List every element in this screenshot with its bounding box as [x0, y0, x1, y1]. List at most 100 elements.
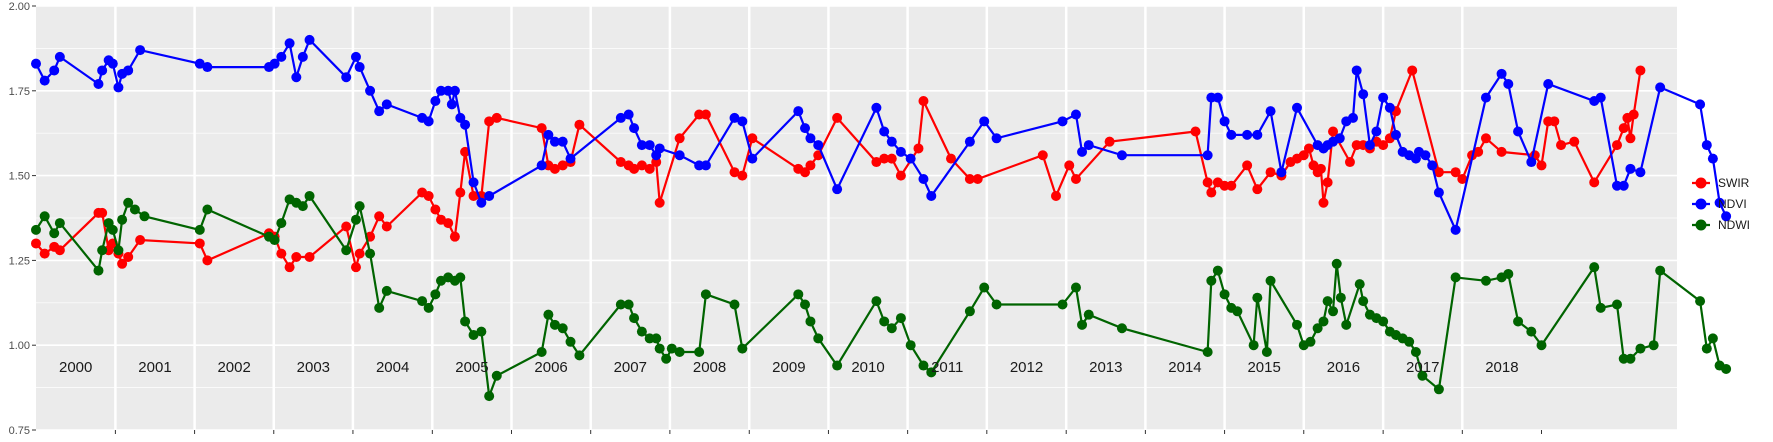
data-point-ndvi	[113, 82, 124, 93]
data-point-ndwi	[139, 211, 150, 222]
data-point-swir	[654, 197, 665, 208]
data-point-ndvi	[1083, 140, 1094, 151]
data-point-ndwi	[879, 316, 890, 327]
data-point-ndwi	[1695, 296, 1706, 307]
data-point-ndwi	[484, 391, 495, 402]
data-point-ndvi	[449, 85, 460, 96]
data-point-ndvi	[1707, 153, 1718, 164]
legend-label: NDWI	[1718, 218, 1750, 232]
data-point-swir	[557, 160, 568, 171]
data-point-ndwi	[918, 360, 929, 371]
data-point-ndvi	[354, 62, 365, 73]
data-point-ndvi	[297, 51, 308, 62]
x-axis	[114, 430, 1543, 434]
data-point-ndvi	[1496, 68, 1507, 79]
data-point-ndwi	[276, 218, 287, 229]
data-point-ndvi	[381, 99, 392, 110]
year-label: 2011	[931, 359, 963, 376]
data-point-swir	[1450, 167, 1461, 178]
data-point-swir	[879, 153, 890, 164]
data-point-ndvi	[93, 79, 104, 90]
data-point-ndwi	[1404, 336, 1415, 347]
data-point-ndvi	[737, 116, 748, 127]
data-point-ndwi	[565, 336, 576, 347]
data-point-ndvi	[871, 102, 882, 113]
series-swir	[31, 65, 1646, 273]
legend-key-point	[1695, 198, 1707, 210]
data-point-ndwi	[1265, 275, 1276, 286]
year-label: 2007	[614, 359, 647, 376]
data-point-ndvi	[729, 112, 740, 123]
data-point-swir	[374, 211, 385, 222]
data-point-ndvi	[565, 153, 576, 164]
data-point-ndwi	[729, 299, 740, 310]
data-point-ndvi	[644, 140, 655, 151]
data-point-ndwi	[1335, 292, 1346, 303]
data-point-ndwi	[1526, 326, 1537, 337]
data-point-ndwi	[304, 190, 315, 201]
year-label: 2002	[217, 359, 250, 376]
data-point-ndvi	[97, 65, 108, 76]
data-point-swir	[886, 153, 897, 164]
data-point-ndwi	[979, 282, 990, 293]
data-point-swir	[964, 173, 975, 184]
y-tick-label: 1.75	[9, 86, 30, 98]
data-point-ndvi	[805, 133, 816, 144]
data-point-ndwi	[417, 296, 428, 307]
data-point-ndwi	[39, 211, 50, 222]
year-label: 2001	[138, 359, 171, 376]
year-label: 2014	[1168, 359, 1201, 376]
data-point-ndwi	[666, 343, 677, 354]
data-point-swir	[1252, 184, 1263, 195]
data-point-ndvi	[54, 51, 65, 62]
data-point-ndvi	[1334, 133, 1345, 144]
data-point-swir	[1473, 146, 1484, 157]
legend-item-ndvi: NDVI	[1692, 197, 1747, 211]
data-point-swir	[460, 146, 471, 157]
data-point-ndwi	[1701, 343, 1712, 354]
data-point-swir	[1589, 177, 1600, 188]
data-point-ndwi	[1077, 319, 1088, 330]
data-point-ndvi	[674, 150, 685, 161]
data-point-swir	[443, 218, 454, 229]
data-point-swir	[747, 133, 758, 144]
data-point-ndvi	[1212, 92, 1223, 103]
data-point-swir	[832, 112, 843, 123]
data-point-ndwi	[615, 299, 626, 310]
data-point-ndwi	[964, 306, 975, 317]
data-point-swir	[97, 207, 108, 218]
data-point-ndvi	[918, 173, 929, 184]
data-point-ndvi	[629, 123, 640, 134]
data-point-ndwi	[129, 204, 140, 215]
data-point-ndvi	[374, 106, 385, 117]
data-point-ndvi	[1480, 92, 1491, 103]
data-point-ndvi	[1655, 82, 1666, 93]
data-point-swir	[304, 252, 315, 263]
data-point-ndwi	[1480, 275, 1491, 286]
data-point-ndwi	[374, 302, 385, 313]
y-tick-label: 1.25	[9, 255, 30, 267]
data-point-ndvi	[202, 62, 213, 73]
y-tick-label: 1.50	[9, 171, 30, 183]
data-point-swir	[629, 163, 640, 174]
data-point-ndvi	[31, 58, 41, 69]
year-label: 2015	[1247, 359, 1280, 376]
data-point-ndwi	[117, 214, 128, 225]
legend-label: NDVI	[1718, 197, 1747, 211]
legend-item-ndwi: NDWI	[1692, 218, 1750, 232]
data-point-ndvi	[615, 112, 626, 123]
data-point-swir	[1496, 146, 1507, 157]
data-point-swir	[1569, 136, 1580, 147]
data-point-swir	[135, 235, 146, 246]
data-point-swir	[1556, 140, 1567, 151]
data-point-swir	[918, 95, 929, 106]
data-point-swir	[737, 170, 748, 181]
year-label: 2005	[455, 359, 488, 376]
data-point-ndwi	[1341, 319, 1352, 330]
data-point-ndvi	[1543, 79, 1554, 90]
data-point-ndvi	[1450, 224, 1461, 235]
data-point-swir	[805, 160, 816, 171]
year-label: 2006	[534, 359, 567, 376]
data-point-swir	[536, 123, 547, 134]
data-point-ndwi	[629, 313, 640, 324]
